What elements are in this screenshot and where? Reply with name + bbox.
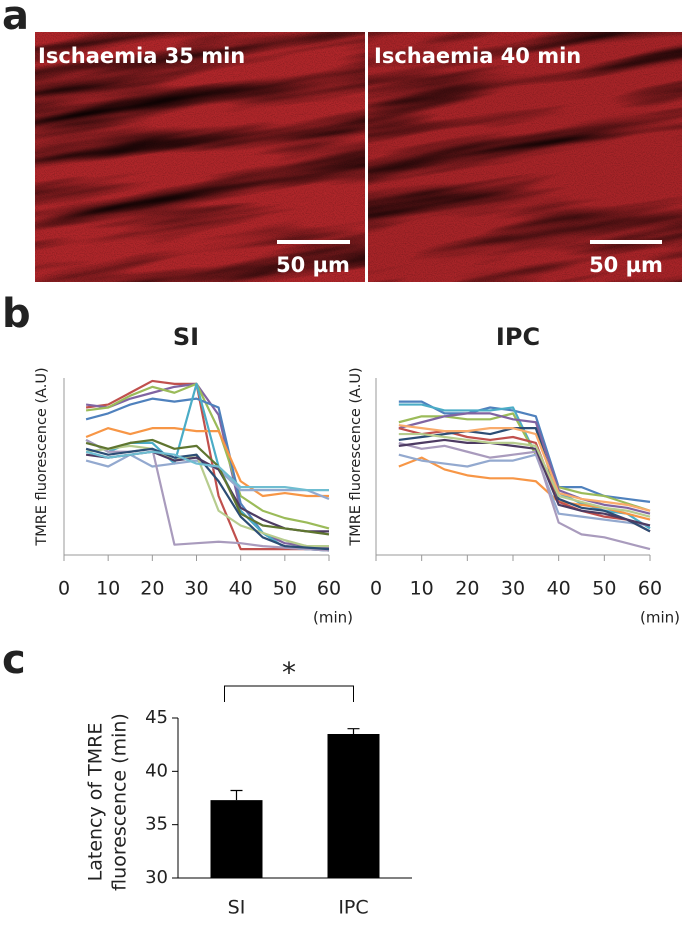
- x-tick-label: 10: [96, 578, 120, 600]
- x-tick-label: IPC: [338, 897, 368, 919]
- significance-mark: *: [282, 656, 296, 689]
- x-axis-label: (min): [313, 609, 353, 627]
- bar: [327, 734, 380, 878]
- panel-label: a: [2, 0, 29, 39]
- panel-label: c: [2, 637, 26, 683]
- series-line: [85, 450, 329, 492]
- series-line: [85, 379, 329, 551]
- x-tick-label: 60: [317, 578, 341, 600]
- y-axis-label: TMRE fluorescence (A.U): [34, 367, 50, 546]
- y-tick-label: 40: [145, 760, 168, 781]
- x-tick-label: 0: [58, 578, 70, 600]
- series-line: [85, 382, 330, 530]
- series-line: [398, 453, 651, 527]
- significance-bracket: [224, 685, 354, 702]
- series-line: [398, 424, 651, 512]
- y-tick-label: 35: [145, 814, 168, 835]
- error-bar: [347, 728, 360, 734]
- x-tick-label: 20: [455, 578, 479, 600]
- series-line: [398, 441, 651, 551]
- x-tick-label: 60: [638, 578, 662, 600]
- panel-label: b: [2, 291, 31, 337]
- x-tick-label: 50: [592, 578, 616, 600]
- x-tick-label: 30: [501, 578, 525, 600]
- series-line: [398, 427, 651, 533]
- series-line: [85, 453, 330, 500]
- series-line: [85, 447, 330, 551]
- x-tick-label: 40: [547, 578, 571, 600]
- x-tick-label: 30: [184, 578, 208, 600]
- series-line: [85, 444, 329, 548]
- bar: [210, 800, 263, 878]
- x-tick-label: 0: [370, 578, 382, 600]
- y-tick-label: 45: [145, 707, 168, 728]
- x-tick-label: 50: [273, 578, 297, 600]
- y-axis-label: Latency of TMRE: [85, 723, 107, 882]
- series-line: [85, 438, 330, 536]
- y-tick-label: 30: [145, 867, 168, 888]
- scale-label: 50 µm: [276, 253, 350, 277]
- x-tick-label: 10: [410, 578, 434, 600]
- image-label: Ischaemia 35 min: [38, 44, 245, 68]
- x-tick-label: SI: [228, 897, 246, 919]
- micrograph: [368, 32, 682, 282]
- x-tick-label: 20: [140, 578, 164, 600]
- x-tick-label: 40: [229, 578, 253, 600]
- series-line: [85, 427, 329, 498]
- series-line: [398, 412, 651, 515]
- y-axis-label: fluorescence (min): [109, 713, 131, 891]
- series-line: [398, 456, 651, 521]
- error-bar: [230, 789, 243, 801]
- series-line: [398, 438, 651, 527]
- micrograph: [35, 32, 365, 282]
- chart-title: SI: [173, 323, 199, 351]
- scale-label: 50 µm: [589, 253, 663, 277]
- image-label: Ischaemia 40 min: [374, 44, 581, 68]
- series-line: [398, 432, 651, 518]
- y-axis-label: TMRE fluorescence (A.U): [348, 367, 364, 546]
- chart-title: IPC: [496, 323, 540, 351]
- x-axis-label: (min): [640, 609, 680, 627]
- series-line: [85, 382, 330, 549]
